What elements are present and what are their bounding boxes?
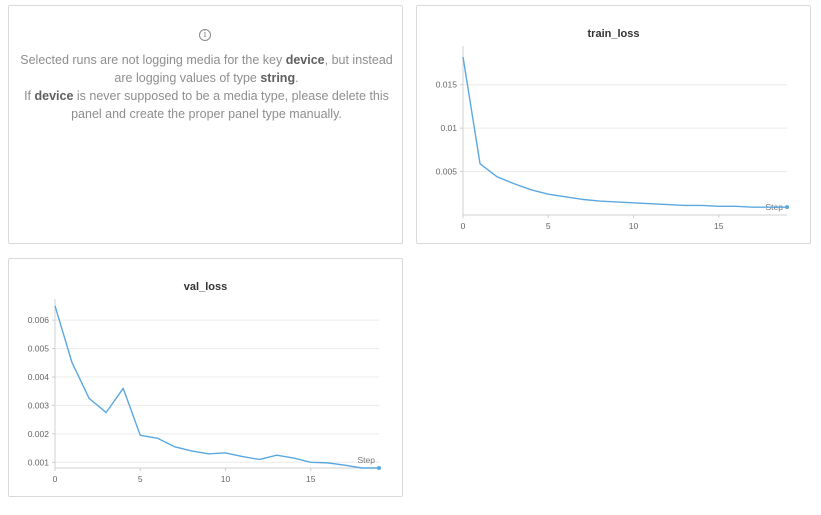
y-tick-label: 0.01	[440, 123, 457, 133]
message-text: is never supposed to be a media type, pl…	[71, 89, 389, 121]
message-type: string	[260, 71, 296, 85]
y-tick-label: 0.005	[28, 344, 50, 354]
x-tick-label: 5	[546, 221, 551, 231]
x-tick-label: 0	[53, 474, 58, 484]
device-media-panel[interactable]: i Selected runs are not logging media fo…	[8, 5, 403, 244]
chart-title: train_loss	[587, 28, 640, 40]
info-icon: i	[199, 29, 211, 41]
x-tick-label: 10	[221, 474, 231, 484]
message-text: Selected runs are not logging media for …	[20, 53, 286, 67]
chart-title: val_loss	[183, 281, 228, 293]
val-loss-chart[interactable]: 0.001 0.002 0.003 0.004 0.005 0.006 0 5 10 15 Step	[9, 259, 404, 498]
device-panel-message: Selected runs are not logging media for …	[19, 51, 394, 123]
x-tick-label: 15	[306, 474, 316, 484]
message-key: device	[285, 53, 325, 67]
message-text: If	[24, 89, 35, 103]
y-tick-label: 0.004	[28, 372, 50, 382]
x-tick-label: 0	[461, 221, 466, 231]
y-tick-label: 0.005	[436, 167, 458, 177]
y-tick-label: 0.006	[28, 315, 50, 325]
series-end-point	[785, 205, 789, 210]
y-tick-label: 0.001	[28, 457, 50, 467]
series-line[interactable]	[462, 56, 787, 208]
y-tick-label: 0.015	[436, 80, 458, 90]
x-tick-label: 15	[714, 221, 724, 231]
message-key: device	[34, 89, 74, 103]
val-loss-panel[interactable]: val_loss 0.001 0.002 0.003 0.004 0.005 0.006 0…	[8, 258, 403, 497]
series-end-point	[377, 466, 381, 470]
x-tick-label: 10	[629, 221, 639, 231]
train-loss-panel[interactable]: train_loss 0.005 0.01 0.015 0 5 10 15 Step	[416, 5, 811, 244]
x-tick-label: 5	[138, 474, 143, 484]
message-text: .	[295, 71, 299, 85]
x-axis-label: Step	[358, 455, 376, 465]
message-text: , but instead are logging values of type	[114, 53, 393, 85]
series-line[interactable]	[54, 305, 379, 469]
y-tick-label: 0.003	[28, 400, 50, 410]
y-tick-label: 0.002	[28, 429, 50, 439]
